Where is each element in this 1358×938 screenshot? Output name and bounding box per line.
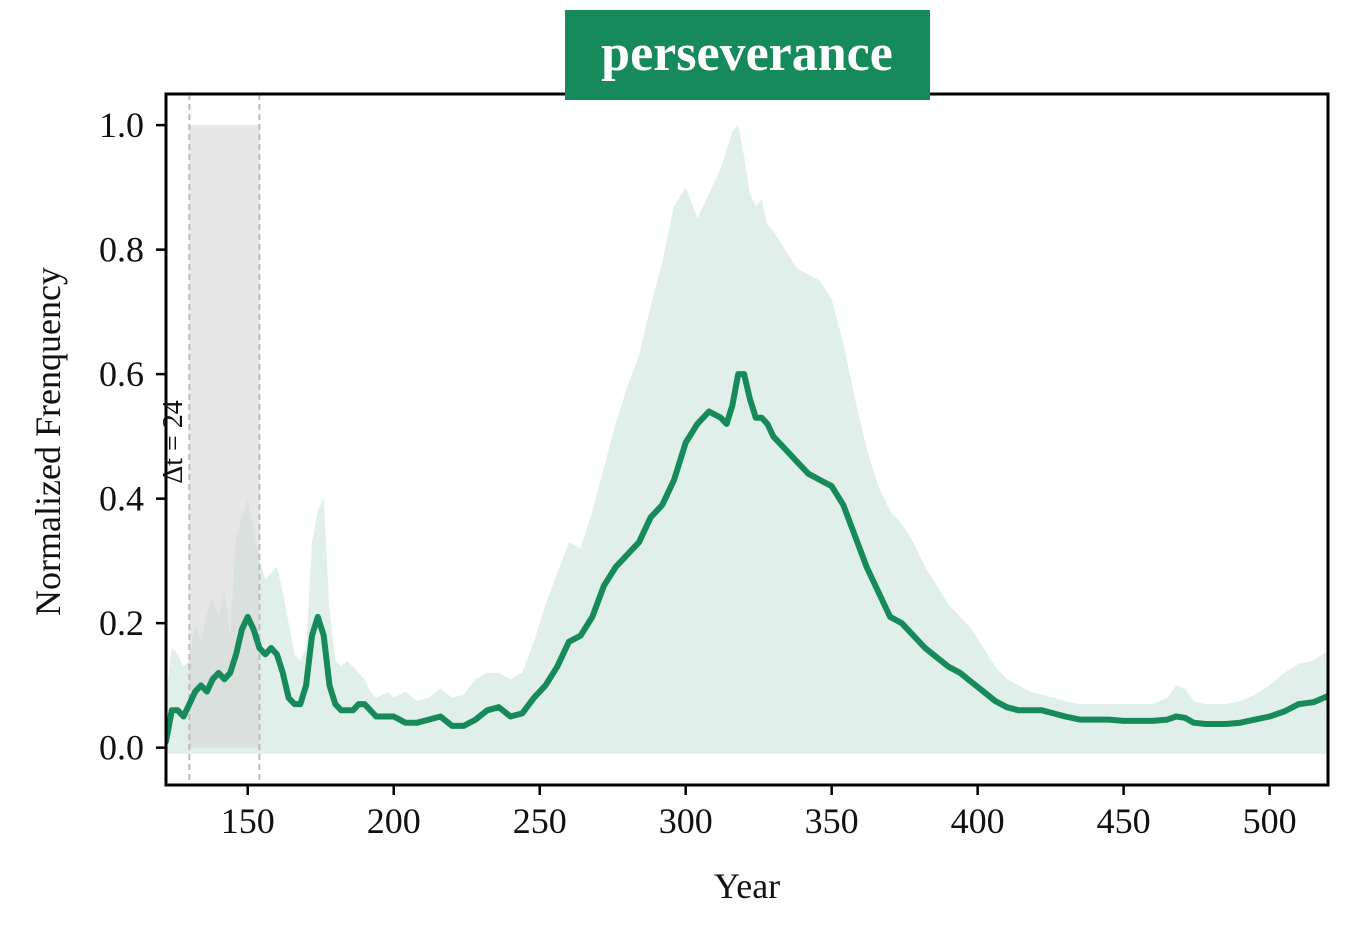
chart-title: perseverance xyxy=(601,25,893,82)
x-tick-label: 300 xyxy=(659,801,713,841)
highlight-label: Δt = 24 xyxy=(158,400,189,484)
x-axis-label: Year xyxy=(714,866,780,906)
x-tick-label: 400 xyxy=(951,801,1005,841)
x-tick-label: 200 xyxy=(367,801,421,841)
y-tick-label: 0.6 xyxy=(99,354,144,394)
confidence-band xyxy=(166,125,1328,754)
y-tick-label: 0.8 xyxy=(99,230,144,270)
y-tick-label: 0.2 xyxy=(99,603,144,643)
plot-content xyxy=(166,94,1328,785)
x-tick-label: 450 xyxy=(1097,801,1151,841)
y-tick-label: 1.0 xyxy=(99,105,144,145)
x-tick-label: 350 xyxy=(805,801,859,841)
y-axis: 0.0 0.2 0.4 0.6 0.8 1.0 xyxy=(99,105,166,768)
x-tick-label: 150 xyxy=(221,801,275,841)
x-tick-label: 250 xyxy=(513,801,567,841)
y-axis-label: Normalized Frenquency xyxy=(28,267,68,616)
y-tick-label: 0.4 xyxy=(99,479,144,519)
title-badge xyxy=(565,10,930,100)
highlight-region xyxy=(189,125,260,748)
y-tick-label: 0.0 xyxy=(99,728,144,768)
x-tick-label: 500 xyxy=(1243,801,1297,841)
series-line xyxy=(166,371,1328,745)
x-axis: 150 200 250 300 350 400 450 500 xyxy=(221,785,1297,841)
